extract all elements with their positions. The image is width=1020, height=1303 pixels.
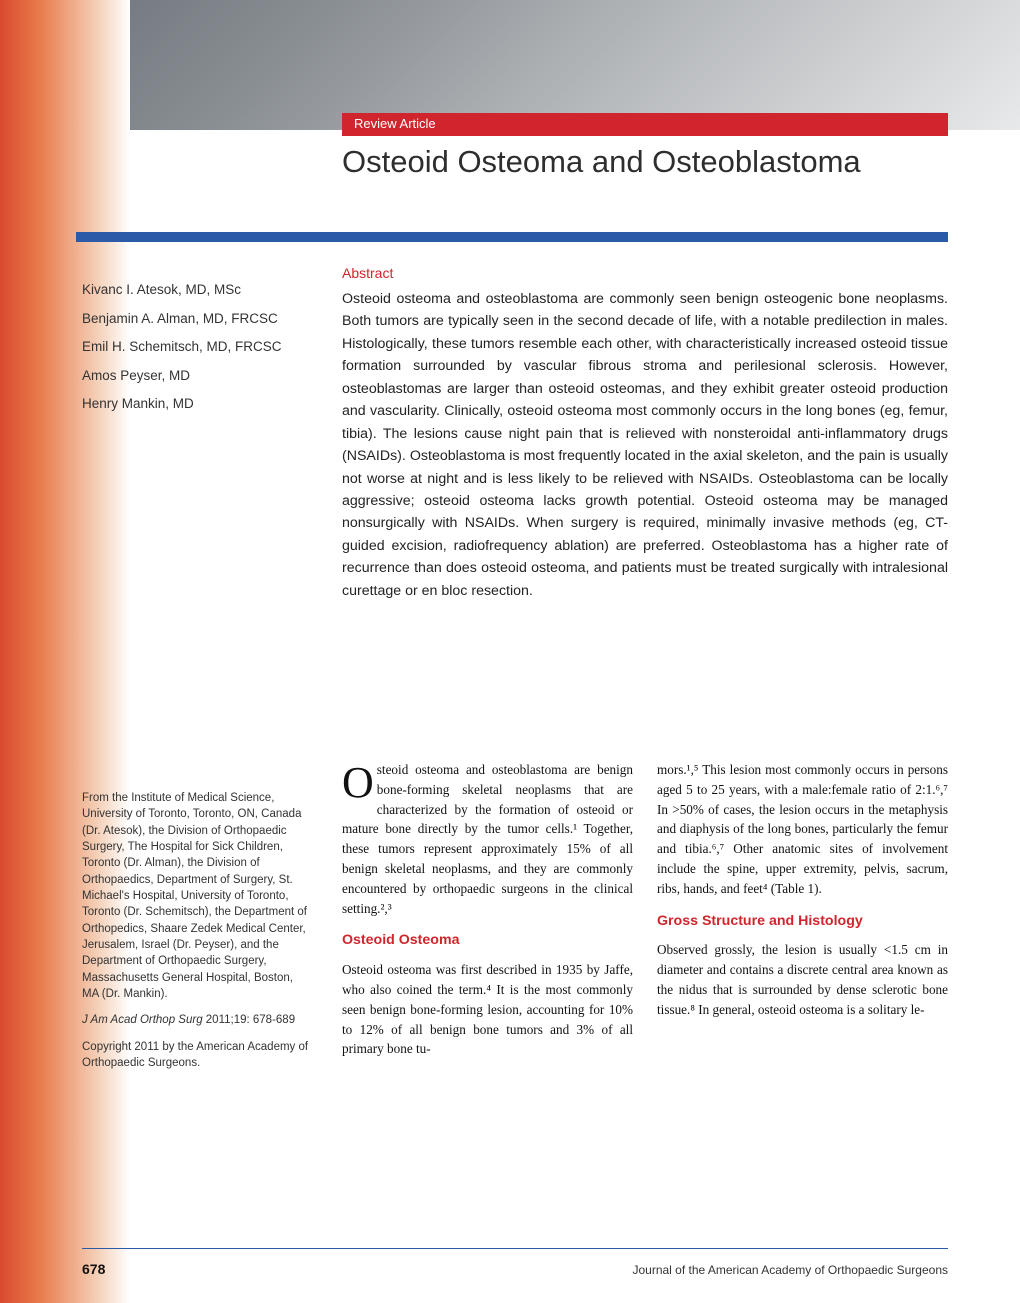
author-item: Kivanc I. Atesok, MD, MSc [82,280,312,300]
body-column-right: mors.¹,⁵ This lesion most commonly occur… [657,760,948,1069]
copyright-line: Copyright 2011 by the American Academy o… [82,1039,310,1072]
author-item: Henry Mankin, MD [82,394,312,414]
citation-journal: J Am Acad Orthop Surg [82,1014,203,1026]
blue-separator-stripe [76,232,948,242]
intro-paragraph: Osteoid osteoma and osteoblastoma are be… [342,760,633,918]
affiliation-block: From the Institute of Medical Science, U… [82,790,310,1081]
body-columns: Osteoid osteoma and osteoblastoma are be… [342,760,948,1069]
page-number: 678 [82,1261,105,1277]
review-article-label: Review Article [342,116,436,131]
author-item: Emil H. Schemitsch, MD, FRCSC [82,337,312,357]
citation-line: J Am Acad Orthop Surg 2011;19: 678-689 [82,1012,310,1028]
author-list: Kivanc I. Atesok, MD, MSc Benjamin A. Al… [82,280,312,423]
section-heading-gross-structure: Gross Structure and Histology [657,913,948,931]
intro-rest: steoid osteoma and osteoblastoma are ben… [342,762,633,916]
left-gradient-sidebar [0,0,130,1303]
author-item: Amos Peyser, MD [82,366,312,386]
journal-footer: Journal of the American Academy of Ortho… [632,1263,948,1277]
dropcap-letter: O [342,760,377,801]
footer-rule [82,1248,948,1249]
article-title: Osteoid Osteoma and Osteoblastoma [342,144,948,180]
section-heading-osteoid-osteoma: Osteoid Osteoma [342,932,633,950]
section2-paragraph: Observed grossly, the lesion is usually … [657,940,948,1019]
abstract-heading: Abstract [342,265,393,281]
article-title-block: Osteoid Osteoma and Osteoblastoma [342,138,948,198]
citation-rest: 2011;19: 678-689 [203,1014,296,1026]
affiliation-text: From the Institute of Medical Science, U… [82,790,310,1002]
header-gradient-band [0,0,1020,130]
section1-paragraph: Osteoid osteoma was first described in 1… [342,960,633,1059]
abstract-text: Osteoid osteoma and osteoblastoma are co… [342,288,948,602]
col2-paragraph1: mors.¹,⁵ This lesion most commonly occur… [657,760,948,899]
red-underline-stripe [342,132,948,136]
body-column-left: Osteoid osteoma and osteoblastoma are be… [342,760,633,1069]
author-item: Benjamin A. Alman, MD, FRCSC [82,309,312,329]
